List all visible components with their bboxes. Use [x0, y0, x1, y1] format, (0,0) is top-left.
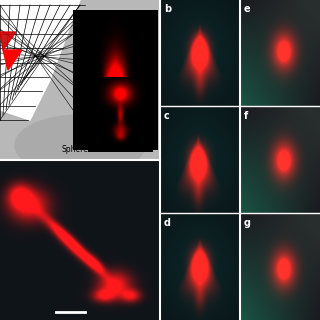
Text: Sphere: Sphere	[62, 145, 89, 154]
Polygon shape	[0, 32, 16, 50]
Polygon shape	[0, 80, 50, 120]
Text: b: b	[164, 4, 171, 14]
Ellipse shape	[15, 115, 145, 175]
Polygon shape	[0, 0, 80, 80]
Text: f: f	[244, 111, 248, 121]
Text: g: g	[244, 218, 251, 228]
Text: d: d	[164, 218, 171, 228]
Text: c: c	[164, 111, 170, 121]
Text: e: e	[244, 4, 251, 14]
Polygon shape	[3, 50, 22, 70]
